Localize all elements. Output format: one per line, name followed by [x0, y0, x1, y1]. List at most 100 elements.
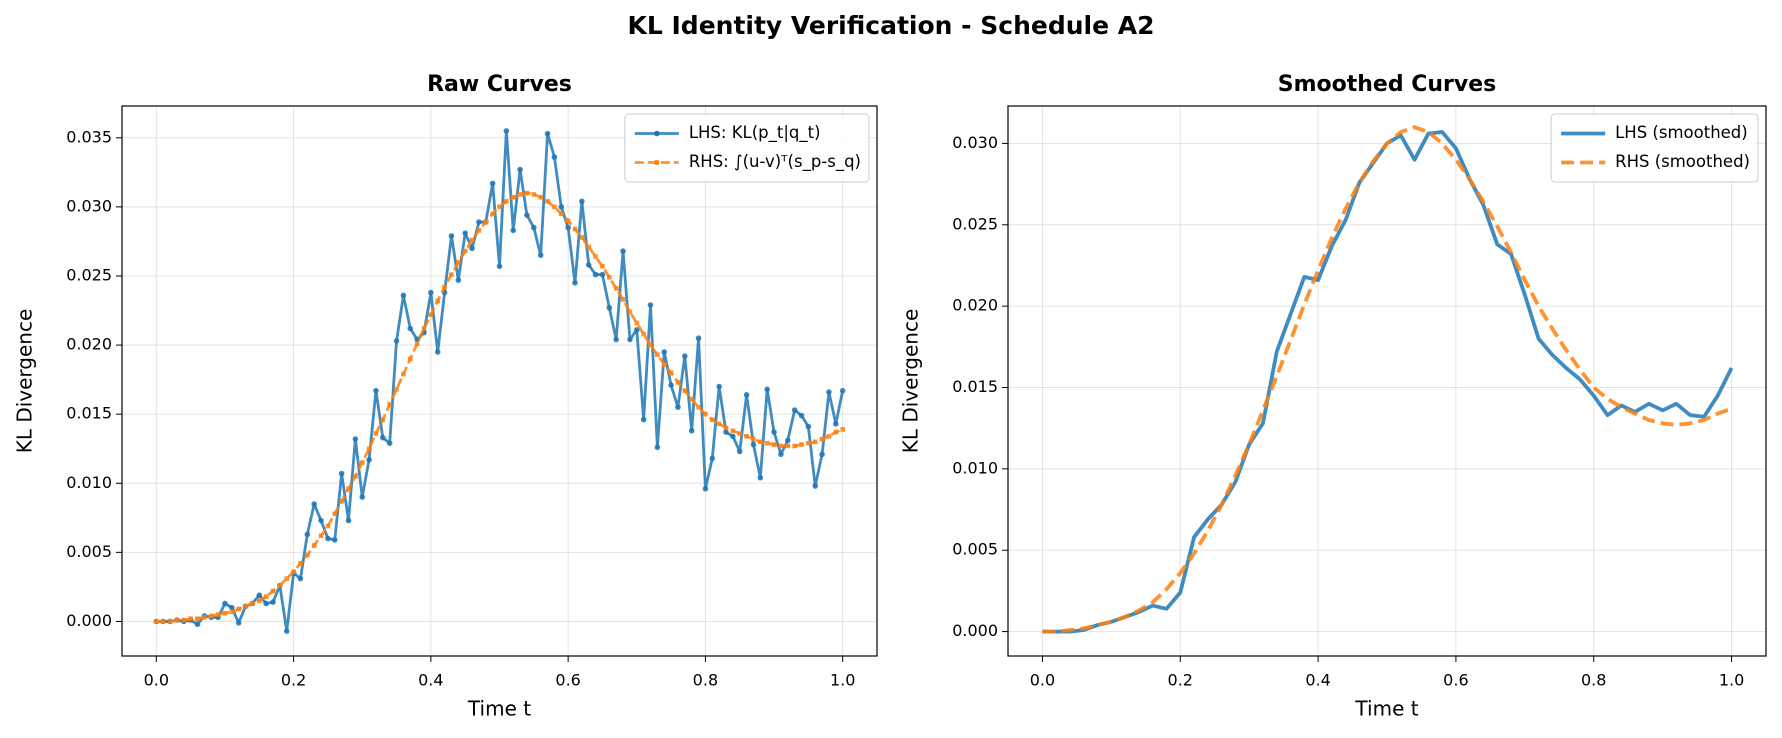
marker	[620, 248, 626, 254]
x-tick-label: 0.4	[418, 671, 443, 690]
y-tick-label: 0.005	[66, 542, 112, 561]
marker	[188, 616, 193, 621]
x-tick-label: 0.6	[555, 671, 580, 690]
marker	[607, 275, 612, 280]
marker	[428, 289, 434, 296]
marker	[592, 271, 599, 278]
marker	[737, 431, 743, 436]
x-tick-label: 0.2	[1168, 671, 1193, 690]
marker	[599, 271, 606, 278]
marker	[730, 433, 736, 440]
marker	[311, 501, 317, 507]
y-tick-label: 0.020	[952, 296, 998, 315]
marker	[826, 389, 832, 395]
y-tick-label: 0.020	[66, 335, 112, 354]
axes-frame	[121, 105, 878, 657]
marker	[407, 325, 414, 332]
legend: LHS: KL(p_t|q_t) RHS: ∫(u-v)ᵀ(s_p-s_q)	[624, 113, 870, 183]
marker	[325, 535, 331, 542]
marker	[449, 272, 454, 277]
marker	[304, 531, 311, 538]
marker	[730, 428, 736, 434]
axes-frame	[1007, 105, 1767, 657]
marker	[243, 603, 248, 609]
x-tick-label: 1.0	[1719, 671, 1744, 690]
marker	[496, 263, 503, 270]
marker	[572, 226, 578, 232]
marker	[593, 254, 598, 259]
marker	[455, 277, 462, 283]
marker	[195, 616, 200, 621]
marker	[386, 440, 393, 446]
marker	[716, 421, 722, 427]
marker	[743, 392, 750, 398]
marker	[202, 615, 207, 620]
marker	[551, 154, 558, 160]
marker	[600, 264, 605, 269]
marker	[565, 218, 571, 223]
marker	[256, 598, 262, 604]
marker	[579, 198, 585, 205]
marker	[771, 442, 777, 447]
marker	[456, 259, 461, 265]
marker	[448, 233, 455, 239]
marker	[229, 604, 235, 611]
marker	[545, 199, 550, 204]
marker	[270, 588, 276, 594]
marker	[682, 353, 688, 359]
marker	[613, 286, 619, 291]
legend-marker	[654, 130, 660, 137]
marker	[325, 523, 331, 529]
marker	[414, 341, 420, 346]
marker	[167, 619, 173, 624]
x-tick-label: 0.8	[693, 671, 718, 690]
marker	[785, 443, 791, 449]
marker	[393, 338, 400, 344]
marker	[668, 382, 674, 388]
marker	[469, 237, 475, 243]
marker	[538, 194, 543, 200]
marker	[565, 224, 571, 231]
panel-title: Raw Curves	[427, 72, 572, 97]
x-tick-label: 0.2	[281, 671, 306, 690]
marker	[703, 411, 708, 417]
marker	[490, 211, 495, 217]
marker	[222, 600, 228, 607]
marker	[332, 511, 338, 516]
marker	[318, 517, 324, 524]
x-tick-label: 0.0	[1030, 671, 1055, 690]
series-line	[1042, 125, 1733, 634]
marker	[510, 227, 517, 234]
marker	[483, 219, 489, 225]
y-tick-label: 0.030	[952, 133, 998, 152]
marker	[640, 416, 647, 423]
marker	[806, 440, 811, 446]
y-tick-label: 0.000	[66, 611, 112, 630]
marker	[696, 404, 701, 410]
marker	[633, 327, 640, 333]
marker	[524, 212, 530, 218]
marker	[524, 190, 530, 196]
marker	[497, 204, 502, 210]
figure-title: KL Identity Verification - Schedule A2	[627, 11, 1154, 40]
x-tick-label: 0.8	[1581, 671, 1606, 690]
marker	[305, 552, 310, 558]
panel-title: Smoothed Curves	[1278, 72, 1497, 97]
marker	[627, 336, 633, 343]
marker	[208, 613, 214, 619]
marker	[764, 440, 770, 446]
marker	[174, 617, 180, 623]
marker	[476, 219, 482, 225]
legend-label: LHS: KL(p_t|q_t)	[689, 123, 821, 143]
marker	[689, 396, 694, 402]
marker	[826, 433, 832, 439]
marker	[366, 456, 372, 463]
x-tick-label: 1.0	[830, 671, 855, 690]
marker	[476, 228, 482, 233]
marker	[798, 412, 805, 419]
marker	[819, 451, 825, 458]
y-tick-label: 0.025	[66, 265, 112, 284]
marker	[263, 600, 269, 607]
y-tick-label: 0.010	[952, 458, 998, 477]
marker	[263, 594, 269, 599]
